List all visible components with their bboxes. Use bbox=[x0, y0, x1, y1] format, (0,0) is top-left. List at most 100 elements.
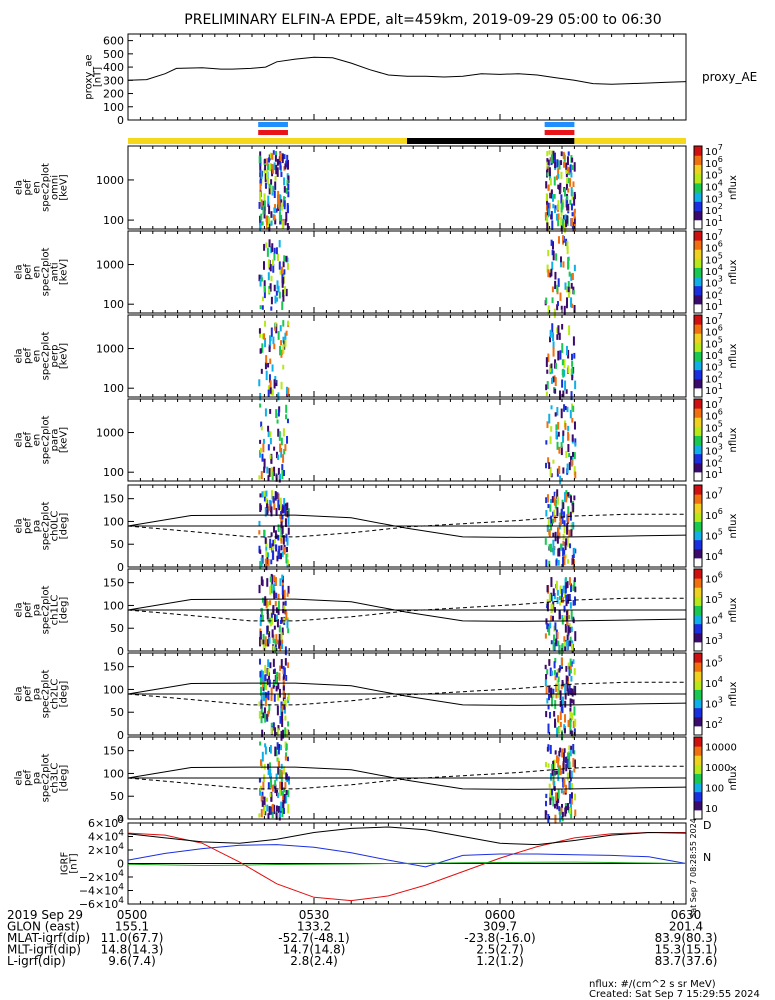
spectrogram-pixel bbox=[567, 280, 570, 289]
spectrogram-pixel bbox=[550, 773, 553, 781]
spectrogram-pixel bbox=[271, 550, 274, 560]
spectrogram-pixel bbox=[278, 769, 281, 779]
colorbar-label: nflux bbox=[728, 513, 739, 538]
spectrogram-pixel bbox=[272, 496, 275, 503]
spectrogram-pixel bbox=[573, 759, 576, 768]
spectrogram-pixel bbox=[281, 585, 284, 595]
spectrogram-pixel bbox=[275, 150, 278, 157]
colorbar-segment bbox=[694, 267, 702, 278]
spectrogram-pixel bbox=[282, 792, 285, 801]
spectrogram-pixel bbox=[264, 811, 267, 816]
spectrogram-pixel bbox=[572, 502, 575, 513]
spectrogram-pixel bbox=[263, 200, 266, 207]
y-tick-label: 100 bbox=[103, 298, 124, 311]
spectrogram-pixel bbox=[563, 748, 566, 753]
spectrogram-pixel bbox=[267, 475, 270, 481]
pitch-angle-ylabel-line: pef bbox=[23, 518, 34, 535]
spectrogram-pixel bbox=[557, 173, 560, 179]
energy-spectrogram-ylabel-line: [keV] bbox=[59, 427, 70, 453]
spectrogram-pixel bbox=[283, 605, 286, 610]
energy-spectrogram-frame bbox=[127, 145, 687, 230]
pitch-angle-ylabel-line: pa bbox=[32, 688, 43, 700]
spectrogram-pixel bbox=[284, 699, 287, 707]
spectrogram-pixel bbox=[260, 715, 263, 724]
spectrogram-pixel bbox=[545, 793, 548, 799]
spectrogram-pixel bbox=[554, 377, 557, 387]
spectrogram-pixel bbox=[283, 200, 286, 210]
spectrogram-pixel bbox=[262, 633, 265, 641]
spectrogram-pixel bbox=[284, 727, 287, 737]
spectrogram-pixel bbox=[280, 381, 283, 390]
spectrogram-pixel bbox=[572, 222, 575, 232]
spectrogram-pixel bbox=[267, 219, 270, 227]
spectrogram-pixel bbox=[549, 336, 552, 343]
spectrogram-pixel bbox=[566, 195, 569, 201]
spectrogram-pixel bbox=[561, 748, 564, 758]
spectrogram-pixel bbox=[544, 538, 547, 545]
spectrogram-pixel bbox=[264, 692, 267, 701]
energy-spectrogram-frame bbox=[127, 314, 687, 398]
spectrogram-pixel bbox=[553, 491, 556, 497]
spectrogram-pixel bbox=[570, 297, 573, 308]
spectrogram-pixel bbox=[560, 194, 563, 204]
spectrogram-pixel bbox=[282, 676, 285, 681]
spectrogram-pixel bbox=[554, 675, 557, 681]
colorbar-frame bbox=[693, 314, 703, 398]
created-footnote: Created: Sat Sep 7 15:29:55 2024 bbox=[589, 989, 760, 1000]
spectrogram-pixel bbox=[551, 769, 554, 776]
colorbar-label: nflux bbox=[728, 765, 739, 790]
spectrogram-pixel bbox=[553, 634, 556, 642]
spectrogram-pixel bbox=[279, 497, 282, 505]
spectrogram-pixel bbox=[573, 706, 576, 716]
spectrogram-pixel bbox=[566, 240, 569, 250]
spectrogram-pixel bbox=[571, 417, 574, 423]
spectrogram-pixel bbox=[281, 580, 284, 587]
spectrogram-pixel bbox=[552, 332, 555, 342]
spectrogram-pixel bbox=[277, 792, 280, 799]
spectrogram-pixel bbox=[278, 199, 281, 209]
colorbar-label: nflux bbox=[728, 597, 739, 622]
spectrogram-pixel bbox=[562, 761, 565, 770]
spectrogram-pixel bbox=[274, 577, 277, 586]
spectrogram-pixel bbox=[561, 777, 564, 782]
spectrogram-pixel bbox=[574, 380, 577, 390]
spectrogram-pixel bbox=[273, 190, 276, 199]
spectrogram-pixel bbox=[269, 662, 272, 669]
spectrogram-pixel bbox=[565, 640, 568, 646]
spectrogram-pixel bbox=[565, 806, 568, 814]
spectrogram-pixel bbox=[551, 241, 554, 250]
spectrogram-pixel bbox=[271, 471, 274, 481]
spectrogram-pixel bbox=[571, 303, 574, 309]
energy-spectrogram-ylabel-line: ela bbox=[14, 348, 25, 363]
spectrogram-pixel bbox=[551, 194, 554, 202]
spectrogram-pixel bbox=[569, 777, 572, 782]
spectrogram-pixel bbox=[287, 692, 290, 701]
spectrogram-pixel bbox=[561, 696, 564, 706]
spectrogram-pixel bbox=[558, 532, 561, 539]
spectrogram-pixel bbox=[259, 450, 262, 458]
spectrogram-pixel bbox=[568, 745, 571, 750]
colorbar-segment bbox=[694, 641, 702, 652]
spectrogram-pixel bbox=[566, 581, 569, 588]
spectrogram-pixel bbox=[268, 762, 271, 769]
spectrogram-pixel bbox=[560, 151, 563, 157]
spectrogram-pixel bbox=[264, 164, 267, 171]
spectrogram-pixel bbox=[281, 802, 284, 808]
spectrogram-pixel bbox=[562, 151, 565, 159]
spectrogram-pixel bbox=[566, 758, 569, 769]
spectrogram-pixel bbox=[573, 750, 576, 755]
spectrogram-pixel bbox=[555, 362, 558, 369]
spectrogram-pixel bbox=[265, 543, 268, 551]
spectrogram-pixel bbox=[278, 240, 281, 248]
spectrogram-pixel bbox=[545, 297, 548, 305]
spectrogram-pixel bbox=[545, 559, 548, 568]
spectrogram-pixel bbox=[265, 797, 268, 802]
spectrogram-pixel bbox=[263, 490, 266, 497]
pitch-angle-ylabel-line: ela bbox=[14, 770, 25, 785]
spectrogram-pixel bbox=[559, 700, 562, 708]
spectrogram-pixel bbox=[550, 670, 553, 676]
spectrogram-pixel bbox=[259, 447, 262, 453]
colorbar-segment bbox=[694, 614, 702, 625]
spectrogram-pixel bbox=[562, 768, 565, 774]
spectrogram-pixel bbox=[287, 804, 290, 814]
